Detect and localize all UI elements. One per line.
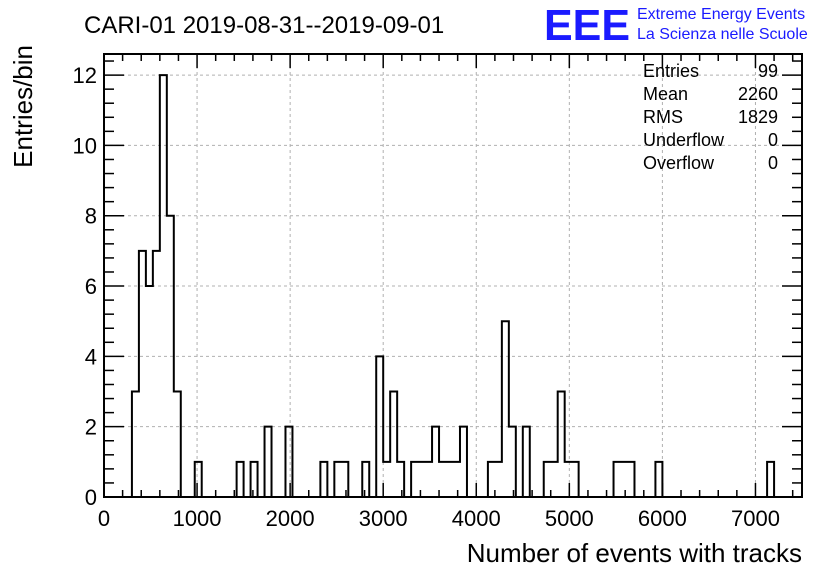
- stats-value: 99: [758, 61, 778, 81]
- stats-label: Overflow: [643, 153, 715, 173]
- stats-label: Mean: [643, 84, 688, 104]
- x-tick-label: 7000: [731, 506, 780, 531]
- x-tick-label: 4000: [452, 506, 501, 531]
- y-tick-label: 8: [85, 204, 97, 229]
- y-tick-label: 10: [73, 133, 97, 158]
- axis-ticks: [103, 54, 802, 498]
- plot-frame: [103, 53, 803, 498]
- x-tick-label: 6000: [638, 506, 687, 531]
- eee-logo-line2: La Scienza nelle Scuole: [637, 26, 808, 43]
- y-tick-label: 6: [85, 274, 97, 299]
- x-tick-label: 1000: [173, 506, 222, 531]
- chart-title: CARI-01 2019-08-31--2019-09-01: [84, 12, 444, 39]
- x-tick-label: 5000: [545, 506, 594, 531]
- x-tick-label: 3000: [359, 506, 408, 531]
- y-tick-label: 4: [85, 344, 97, 369]
- y-tick-label: 2: [85, 415, 97, 440]
- eee-logo: EEE Extreme Energy Events La Scienza nel…: [544, 1, 808, 50]
- stats-value: 0: [768, 153, 778, 173]
- stats-value: 0: [768, 130, 778, 150]
- x-tick-label: 0: [98, 506, 110, 531]
- y-axis-label: Entries/bin: [8, 45, 38, 168]
- stats-box: Entries 99 Mean 2260 RMS 1829 Underflow 0 Overfl…: [643, 61, 778, 173]
- y-tick-label: 0: [85, 485, 97, 510]
- eee-logo-mark: EEE: [544, 1, 630, 50]
- stats-label: RMS: [643, 107, 683, 127]
- y-tick-label: 12: [73, 63, 97, 88]
- stats-value: 2260: [738, 84, 778, 104]
- stats-label: Underflow: [643, 130, 725, 150]
- x-tick-label: 2000: [266, 506, 315, 531]
- stats-label: Entries: [643, 61, 699, 81]
- stats-value: 1829: [738, 107, 778, 127]
- eee-logo-line1: Extreme Energy Events: [637, 6, 805, 23]
- x-axis-label: Number of events with tracks: [467, 538, 802, 568]
- x-tick-labels: 0 1000 2000 3000 4000 5000 6000 7000: [98, 506, 780, 531]
- y-tick-labels: 0 2 4 6 8 10 12: [73, 63, 97, 510]
- grid-lines: [104, 54, 802, 497]
